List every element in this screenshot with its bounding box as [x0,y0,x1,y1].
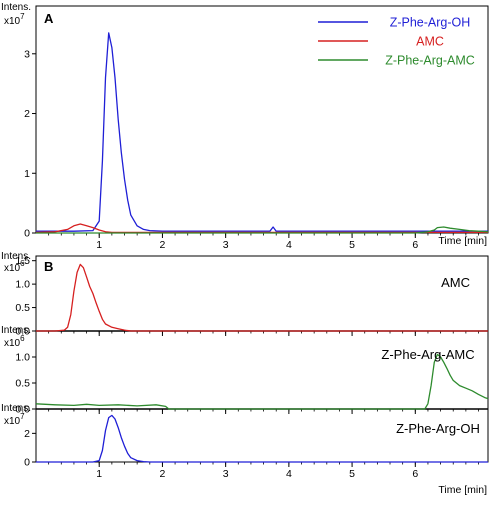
legend-label-z-phe-arg-oh: Z-Phe-Arg-OH [390,16,471,30]
panel-b-z-phe-arg-oh-x-tick-label: 4 [286,468,292,480]
panel-b-amc-trace [36,263,488,332]
panel-b-z-phe-arg-amc-y-multiplier: x106 [4,334,25,349]
panel-b-amc-y-tick-label: 0.5 [15,302,30,314]
panel-a-x-tick-label: 2 [160,239,166,251]
panel-b-amc-y-tick-label: 1.0 [15,279,30,291]
panel-a-y-tick-label: 2 [24,108,30,120]
panel-b-z-phe-arg-amc-y-unit: Intens. [1,325,31,336]
panel-b: B Intens.x1060.00.51.01.5AMCIntens.x1060… [1,251,489,496]
panel-b-z-phe-arg-oh-y-unit: Intens. [1,403,31,414]
panel-a-x-tick-label: 5 [349,239,355,251]
panel-a-y-multiplier: x107 [4,12,25,27]
panel-b-z-phe-arg-oh-annotation: Z-Phe-Arg-OH [396,421,480,436]
panel-b-z-phe-arg-oh-x-tick-label: 6 [412,468,418,480]
panel-a-series-z-phe-arg-amc [36,226,489,234]
panel-b-z-phe-arg-amc-y-tick-label: 1.0 [15,352,30,364]
panel-b-x-unit: Time [min] [438,484,487,496]
legend-label-z-phe-arg-amc: Z-Phe-Arg-AMC [385,54,475,68]
panel-b-z-phe-arg-oh-y-tick-label: 0 [24,457,30,469]
panel-a-x-tick-label: 1 [96,239,102,251]
panel-b-z-phe-arg-amc-y-tick-label: 0.0 [15,404,30,416]
panel-b-z-phe-arg-oh-x-tick-label: 1 [96,468,102,480]
panel-b-z-phe-arg-oh-subplot: Intens.x107 0 2 1 2 3 4 5 6 Z-Phe-Arg-OH [1,403,488,480]
panel-a-legend: Z-Phe-Arg-OH AMC Z-Phe-Arg-AMC [318,16,475,68]
panel-a-label: A [44,11,54,26]
panel-b-z-phe-arg-amc-trace [35,353,489,410]
panel-b-amc-y-unit: Intens. [1,251,31,262]
panel-b-z-phe-arg-amc-y-tick-label: 0.5 [15,378,30,390]
panel-a-y-tick-label: 3 [24,48,30,60]
panel-b-label: B [44,259,53,274]
panel-a-y-tick-label: 1 [24,168,30,180]
panel-a-series-z-phe-arg-oh [36,32,488,232]
panel-b-z-phe-arg-amc-annotation: Z-Phe-Arg-AMC [381,347,474,362]
panel-b-z-phe-arg-oh-trace [36,414,488,463]
legend-label-amc: AMC [416,35,444,49]
panel-a-x-tick-label: 4 [286,239,292,251]
panel-b-z-phe-arg-oh-y-tick-label: 2 [24,428,30,440]
panel-b-amc-y-multiplier: x106 [4,259,25,274]
panel-b-z-phe-arg-oh-y-multiplier: x107 [4,412,25,427]
panel-b-z-phe-arg-oh-x-tick-label: 5 [349,468,355,480]
panel-b-amc-annotation: AMC [441,275,470,290]
panel-a-x-unit: Time [min] [438,235,487,247]
panel-b-amc-y-tick-label: 0.0 [15,326,30,338]
panel-b-z-phe-arg-oh-x-tick-label: 3 [223,468,229,480]
panel-a: A Intens. x107 Time [min] 0 1 2 3 1 2 3 4 5 6 Z-… [1,2,489,251]
panel-a-y-unit: Intens. [1,2,31,13]
panel-a-x-tick-label: 3 [223,239,229,251]
panel-a-y-tick-label: 0 [24,228,30,240]
panel-a-x-tick-label: 6 [412,239,418,251]
panel-b-amc-y-tick-label: 1.5 [15,255,30,267]
panel-b-z-phe-arg-oh-x-tick-label: 2 [160,468,166,480]
